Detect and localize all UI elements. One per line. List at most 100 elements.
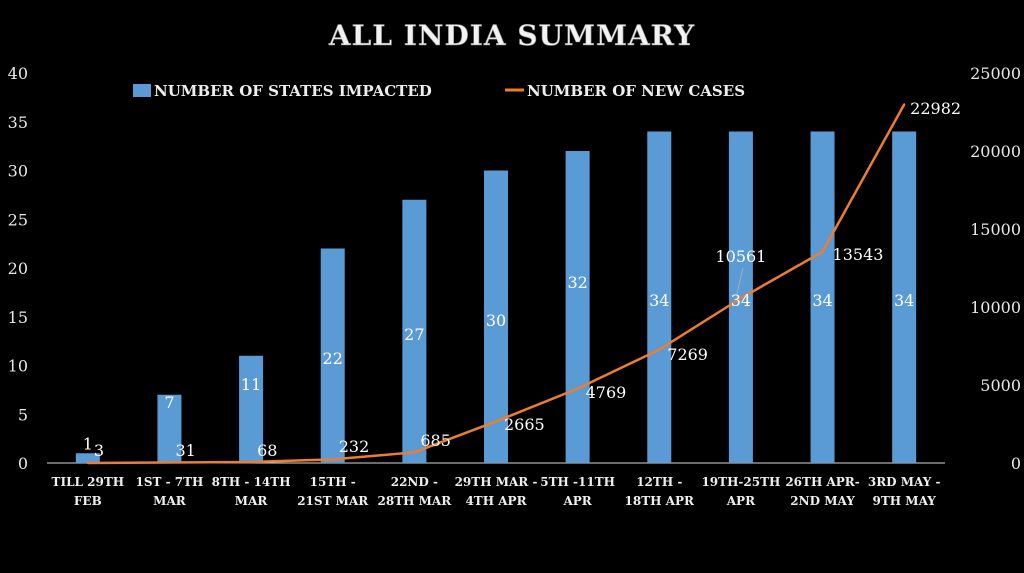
left-axis-tick-label: 20	[8, 259, 28, 278]
x-axis-tick-label-line: 28TH MAR	[378, 494, 453, 508]
line-data-label: 3	[94, 441, 104, 460]
x-axis-tick-label-line: APR	[726, 494, 756, 508]
bar-data-label: 22	[323, 349, 343, 368]
bar-data-label: 32	[567, 273, 587, 292]
line-point	[821, 250, 824, 253]
x-axis-tick-label-line: 3RD MAY -	[868, 475, 941, 489]
x-axis-tick-label-line: 26TH APR-	[785, 475, 859, 489]
x-axis-tick-label-line: TILL 29TH	[52, 475, 125, 489]
bar	[484, 170, 508, 463]
left-axis-tick-label: 25	[8, 210, 28, 229]
x-axis-tick-label-line: FEB	[74, 494, 102, 508]
x-axis-tick-label-line: 2ND MAY	[790, 494, 855, 508]
bar	[75, 453, 100, 463]
left-axis-tick-label: 40	[8, 64, 28, 83]
line-point	[658, 348, 661, 351]
line-series	[86, 103, 906, 465]
bar-data-label: 1	[83, 434, 93, 453]
line-point	[249, 460, 253, 464]
bar	[157, 394, 182, 463]
x-axis-tick-label: 8TH - 14TH MAR	[212, 475, 291, 508]
x-axis-tick-label: 5TH -11TH APR	[540, 475, 615, 508]
bar	[239, 355, 264, 463]
x-axis-tick-label-line: MAR	[235, 494, 269, 508]
x-axis-tick-label: 15TH - 21ST MAR	[297, 475, 369, 508]
line-data-label: 68	[257, 441, 277, 460]
bar-data-label: 34	[649, 291, 669, 310]
label-leader-line	[736, 267, 744, 295]
x-axis-tick-label-line: 12TH -	[636, 475, 682, 489]
line-point	[413, 451, 416, 454]
left-axis-tick-label: 5	[18, 405, 28, 424]
bar-data-label: 11	[241, 375, 261, 394]
bar-data-label: 7	[164, 393, 174, 412]
x-axis-tick-label: 22ND - 28TH MAR	[378, 475, 453, 508]
line-data-labels: 3 31 68 232 685 2665 4769 7269 10561 13543 22982	[94, 99, 961, 460]
x-axis-tick-label-line: 9TH MAY	[873, 494, 937, 508]
bars-series	[75, 131, 917, 463]
x-axis-tick-label-line: 1ST - 7TH	[136, 475, 204, 489]
bar	[892, 131, 917, 463]
line-data-label: 7269	[667, 345, 708, 364]
x-axis-tick-label: 3RD MAY - 9TH MAY	[868, 475, 941, 508]
legend-label-line: NUMBER OF NEW CASES	[527, 82, 745, 100]
line-data-label: 232	[339, 437, 370, 456]
legend-swatch-bars	[133, 84, 151, 97]
line-data-label: 31	[175, 441, 195, 460]
x-axis-ticks: TILL 29TH FEB 1ST - 7TH MAR 8TH - 14TH MAR 15T…	[52, 475, 941, 508]
x-axis-tick-label: 19TH-25TH APR	[701, 475, 780, 508]
line-data-label: 4769	[586, 383, 627, 402]
bar-data-labels: 1 7 11 22 27 30 32 34 34 34 34	[83, 273, 915, 453]
x-axis-tick-label-line: 22ND -	[391, 475, 438, 489]
x-axis-tick-label-line: 19TH-25TH	[701, 475, 780, 489]
line-data-label: 685	[420, 431, 451, 450]
x-axis-tick-label: TILL 29TH FEB	[52, 475, 125, 508]
bar	[320, 248, 345, 463]
line-data-label: 2665	[504, 415, 545, 434]
line-point	[576, 387, 579, 390]
left-axis-tick-label: 30	[8, 162, 28, 181]
line-point	[168, 461, 171, 464]
left-axis-tick-label: 15	[8, 308, 28, 327]
x-axis-tick-label: 26TH APR- 2ND MAY	[785, 475, 859, 508]
line-point	[331, 458, 334, 461]
line-point	[494, 420, 498, 423]
bar	[565, 151, 590, 463]
bar-data-label: 27	[404, 325, 424, 344]
x-axis-tick-label-line: APR	[562, 494, 592, 508]
bar-data-label: 34	[894, 291, 914, 310]
right-axis-tick-label: 10000	[970, 298, 1021, 317]
x-axis-tick-label-line: 21ST MAR	[297, 494, 369, 508]
line-point	[739, 297, 743, 300]
bar	[647, 131, 672, 463]
line-data-label: 22982	[910, 99, 961, 118]
left-axis-tick-label: 35	[8, 113, 28, 132]
x-axis-tick-label-line: 8TH - 14TH	[212, 475, 291, 489]
x-axis-tick-label-line: 29TH MAR -	[455, 475, 538, 489]
bar	[402, 199, 427, 463]
left-axis-tick-label: 10	[8, 357, 28, 376]
bar	[810, 131, 835, 463]
x-axis-tick-label-line: 18TH APR	[625, 494, 695, 508]
bar-data-label: 34	[812, 291, 832, 310]
x-axis-tick-label-line: 5TH -11TH	[540, 475, 615, 489]
line-data-label: 10561	[715, 247, 766, 266]
legend-label-bars: NUMBER OF STATES IMPACTED	[154, 82, 432, 100]
x-axis-tick-label: 1ST - 7TH MAR	[136, 475, 204, 508]
x-axis-tick-label-line: 4TH APR	[465, 494, 527, 508]
x-axis-tick-label: 12TH - 18TH APR	[625, 475, 695, 508]
right-axis-tick-label: 0	[1011, 454, 1021, 473]
x-axis-tick-label-line: 15TH -	[310, 475, 356, 489]
right-axis-tick-label: 25000	[970, 64, 1021, 83]
left-axis-tick-label: 0	[18, 454, 28, 473]
right-axis: 0 5000 10000 15000 20000 25000	[970, 64, 1021, 473]
line-data-label: 13543	[833, 245, 884, 264]
bar-data-label: 34	[731, 291, 751, 310]
left-axis: 0 5 10 15 20 25 30 35 40	[8, 64, 28, 473]
right-axis-tick-label: 20000	[970, 142, 1021, 161]
legend: NUMBER OF STATES IMPACTED NUMBER OF NEW …	[133, 82, 745, 100]
x-axis-tick-label-line: MAR	[153, 494, 187, 508]
line-point	[86, 461, 90, 465]
bar-data-label: 30	[486, 311, 506, 330]
